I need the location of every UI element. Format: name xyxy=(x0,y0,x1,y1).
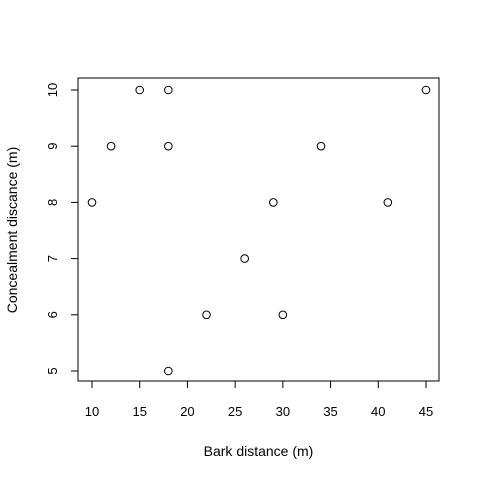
x-tick-label: 10 xyxy=(85,404,99,419)
data-point xyxy=(164,366,173,376)
x-tick-label: 40 xyxy=(371,404,385,419)
data-point xyxy=(383,198,393,207)
x-tick-label: 45 xyxy=(419,404,433,419)
x-tick-label: 25 xyxy=(228,404,242,419)
x-axis: 10 15 20 25 30 35 40 45 xyxy=(85,380,433,419)
data-points xyxy=(87,85,431,376)
y-axis-title: Concealment discance (m) xyxy=(4,147,20,314)
y-tick-label: 10 xyxy=(45,83,60,97)
data-point xyxy=(135,85,145,95)
y-tick-label: 5 xyxy=(45,367,60,374)
data-point xyxy=(269,198,278,207)
x-tick-label: 15 xyxy=(132,404,146,419)
y-axis: 5 6 7 8 9 10 xyxy=(45,83,79,375)
data-point xyxy=(421,85,431,95)
y-tick-label: 9 xyxy=(45,143,60,150)
data-point xyxy=(164,85,173,95)
x-tick-label: 30 xyxy=(276,404,290,419)
data-point xyxy=(316,141,326,151)
x-tick-label: 35 xyxy=(323,404,337,419)
data-point xyxy=(202,310,211,320)
data-point xyxy=(87,198,97,207)
x-axis-title: Bark distance (m) xyxy=(204,443,314,459)
y-tick-label: 8 xyxy=(45,199,60,206)
data-point xyxy=(164,141,173,151)
y-tick-label: 7 xyxy=(45,255,60,262)
x-tick-label: 20 xyxy=(180,404,194,419)
data-point xyxy=(240,254,249,263)
data-point xyxy=(278,310,288,320)
data-point xyxy=(106,141,116,151)
y-tick-label: 6 xyxy=(45,311,60,318)
